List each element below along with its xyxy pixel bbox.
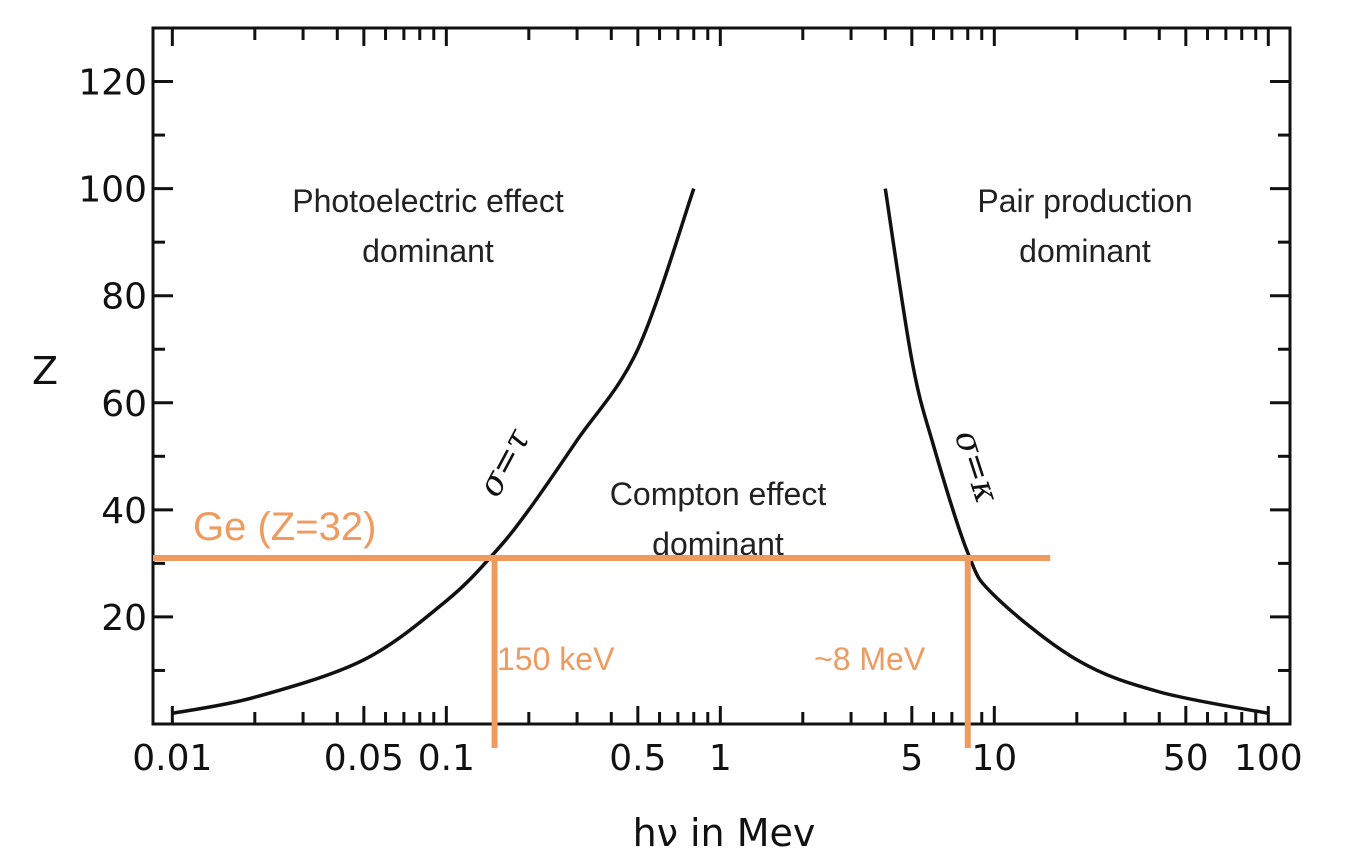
y-axis-label: Z — [32, 349, 58, 393]
y-tick-label: 120 — [78, 63, 147, 104]
curve-compton-pair — [883, 188, 1269, 716]
region-label-line1: Compton effect — [610, 476, 827, 512]
curve-label-sigma-kappa: σ=κ — [946, 425, 1007, 508]
region-label-line1: Photoelectric effect — [292, 183, 564, 219]
y-tick-label: 100 — [78, 170, 147, 211]
x-axis-label: hν in Mev — [633, 811, 816, 855]
label-8mev: ~8 MeV — [814, 641, 926, 677]
region-labels: Photoelectric effect dominant Compton effe… — [292, 183, 1192, 562]
x-tick-label: 0.01 — [132, 738, 212, 779]
region-label-line2: dominant — [362, 233, 494, 269]
plot-frame — [151, 26, 1292, 726]
annotations-group: Ge (Z=32) 150 keV ~8 MeV — [153, 505, 1051, 748]
ge-label: Ge (Z=32) — [193, 505, 376, 549]
y-tick-labels: 20 40 60 80 100 120 — [78, 63, 147, 639]
y-tick-label: 40 — [101, 491, 147, 532]
x-tick-label: 5 — [900, 738, 923, 779]
x-tick-label: 0.1 — [418, 738, 475, 779]
axis-ticks — [153, 28, 1290, 724]
x-tick-labels: 0.01 0.05 0.1 0.5 1 5 10 50 100 — [132, 738, 1302, 779]
label-150kev: 150 keV — [497, 641, 615, 677]
curve-photoelectric-compton — [172, 188, 696, 716]
x-tick-label: 1 — [709, 738, 732, 779]
y-tick-label: 80 — [101, 277, 147, 318]
x-tick-label: 0.05 — [324, 738, 404, 779]
y-tick-label: 20 — [101, 598, 147, 639]
y-tick-label: 60 — [101, 384, 147, 425]
region-label-line2: dominant — [1019, 233, 1151, 269]
x-tick-label: 50 — [1163, 738, 1209, 779]
x-tick-label: 10 — [971, 738, 1017, 779]
x-tick-label: 100 — [1234, 738, 1303, 779]
curve-label-sigma-tau: σ=τ — [470, 421, 539, 503]
region-label-line1: Pair production — [977, 183, 1192, 219]
x-tick-label: 0.5 — [609, 738, 666, 779]
curves-group — [172, 188, 1269, 716]
